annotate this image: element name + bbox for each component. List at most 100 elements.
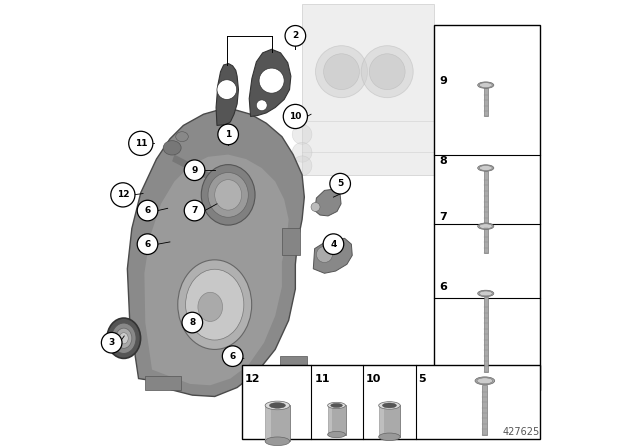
Text: 11: 11 <box>315 374 330 384</box>
Text: 6: 6 <box>145 206 150 215</box>
Circle shape <box>369 54 405 90</box>
Circle shape <box>182 312 203 333</box>
Ellipse shape <box>265 401 290 410</box>
Ellipse shape <box>479 291 492 296</box>
Circle shape <box>217 80 237 99</box>
Text: 8: 8 <box>440 156 447 166</box>
Bar <box>328 405 332 435</box>
Circle shape <box>324 54 360 90</box>
Circle shape <box>218 124 239 145</box>
Circle shape <box>257 100 267 111</box>
Ellipse shape <box>331 403 342 408</box>
Circle shape <box>137 200 158 221</box>
Bar <box>484 88 488 116</box>
Text: 5: 5 <box>419 374 426 384</box>
Circle shape <box>292 142 312 162</box>
Text: 6: 6 <box>145 240 150 249</box>
Ellipse shape <box>198 293 223 322</box>
Ellipse shape <box>269 403 285 408</box>
Circle shape <box>284 104 307 129</box>
Bar <box>282 228 300 255</box>
Circle shape <box>292 156 312 176</box>
Polygon shape <box>249 49 291 116</box>
Text: 6: 6 <box>230 352 236 361</box>
Polygon shape <box>315 189 341 216</box>
Bar <box>328 405 346 435</box>
Ellipse shape <box>176 132 188 142</box>
Polygon shape <box>127 110 305 396</box>
Ellipse shape <box>479 224 492 228</box>
Circle shape <box>316 46 367 98</box>
Text: 5: 5 <box>337 179 343 188</box>
Ellipse shape <box>202 165 255 225</box>
Ellipse shape <box>119 332 128 344</box>
Circle shape <box>137 234 158 254</box>
Text: 3: 3 <box>109 338 115 347</box>
Polygon shape <box>302 4 435 175</box>
Bar <box>280 356 307 370</box>
Ellipse shape <box>479 166 492 170</box>
Bar <box>379 405 400 437</box>
Ellipse shape <box>477 223 494 229</box>
Text: 10: 10 <box>365 374 381 384</box>
Text: 4: 4 <box>330 240 337 249</box>
Ellipse shape <box>477 165 494 171</box>
Ellipse shape <box>178 260 252 349</box>
Ellipse shape <box>477 378 493 384</box>
Circle shape <box>330 173 351 194</box>
Polygon shape <box>314 238 352 273</box>
Ellipse shape <box>328 431 346 438</box>
Text: 9: 9 <box>440 76 447 86</box>
Text: 7: 7 <box>191 206 198 215</box>
Text: 11: 11 <box>134 139 147 148</box>
Ellipse shape <box>475 377 495 385</box>
Ellipse shape <box>265 437 290 446</box>
Text: 10: 10 <box>289 112 301 121</box>
Circle shape <box>311 202 320 211</box>
Bar <box>484 171 488 228</box>
Circle shape <box>184 200 205 221</box>
Bar <box>483 385 487 435</box>
Text: 427625: 427625 <box>502 427 540 437</box>
Ellipse shape <box>477 82 494 88</box>
Polygon shape <box>216 64 239 125</box>
Circle shape <box>101 332 122 353</box>
Circle shape <box>285 26 306 46</box>
Ellipse shape <box>107 318 141 358</box>
Text: 1: 1 <box>225 130 231 139</box>
Polygon shape <box>145 155 289 385</box>
Circle shape <box>259 68 284 93</box>
Circle shape <box>323 234 344 254</box>
Circle shape <box>316 246 333 263</box>
Ellipse shape <box>215 180 242 210</box>
Bar <box>242 365 540 439</box>
Bar <box>379 405 384 437</box>
Text: 12: 12 <box>116 190 129 199</box>
Bar <box>265 405 290 441</box>
Text: 8: 8 <box>189 318 195 327</box>
Ellipse shape <box>477 290 494 297</box>
Circle shape <box>361 46 413 98</box>
Ellipse shape <box>186 269 244 340</box>
Ellipse shape <box>328 402 346 409</box>
Circle shape <box>292 125 312 144</box>
Ellipse shape <box>383 403 396 408</box>
Ellipse shape <box>208 172 248 217</box>
Bar <box>265 405 271 441</box>
Text: 6: 6 <box>440 282 447 292</box>
Ellipse shape <box>479 83 492 87</box>
Text: 9: 9 <box>191 166 198 175</box>
Bar <box>484 229 488 253</box>
Ellipse shape <box>379 433 400 440</box>
Circle shape <box>222 346 243 366</box>
Ellipse shape <box>111 323 136 353</box>
Ellipse shape <box>116 328 132 349</box>
Bar <box>145 376 181 390</box>
Circle shape <box>111 183 135 207</box>
Bar <box>435 25 540 390</box>
Text: 2: 2 <box>292 31 298 40</box>
Circle shape <box>184 160 205 181</box>
Text: 7: 7 <box>440 212 447 222</box>
Text: 12: 12 <box>244 374 260 384</box>
Ellipse shape <box>163 141 181 155</box>
